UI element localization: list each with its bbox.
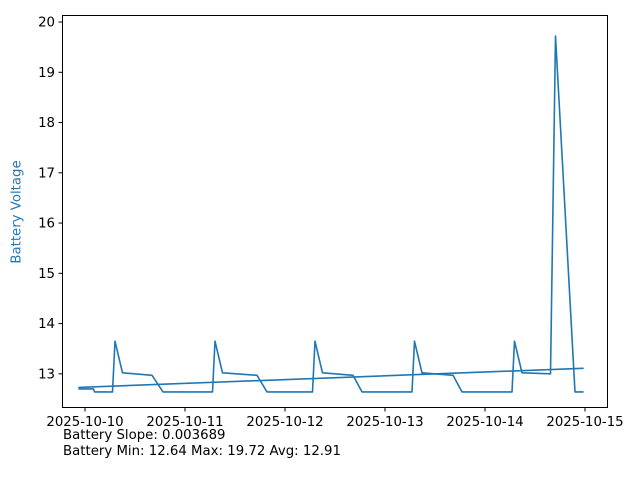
x-tick-label: 2025-10-13 <box>346 415 423 430</box>
x-tick-label: 2025-10-12 <box>246 415 323 430</box>
x-tick-label: 2025-10-10 <box>46 415 123 430</box>
y-tick-label: 13 <box>38 367 55 382</box>
battery-voltage-line <box>78 35 584 393</box>
stats-slope-text: Battery Slope: 0.003689 <box>63 428 226 443</box>
y-tick-label: 19 <box>38 66 55 81</box>
x-tick-label: 2025-10-14 <box>446 415 523 430</box>
trend-line <box>78 367 584 389</box>
y-tick-label: 16 <box>38 217 55 232</box>
stats-minmax-text: Battery Min: 12.64 Max: 19.72 Avg: 12.91 <box>63 444 341 459</box>
y-tick-label: 20 <box>38 16 55 31</box>
y-tick-label: 17 <box>38 166 55 181</box>
x-tick-label: 2025-10-15 <box>546 415 623 430</box>
y-tick-label: 14 <box>38 317 55 332</box>
plot-frame <box>62 15 608 408</box>
y-tick-label: 18 <box>38 116 55 131</box>
x-tick-label: 2025-10-11 <box>146 415 223 430</box>
y-tick-label: 15 <box>38 267 55 282</box>
y-axis-label: Battery Voltage <box>9 160 25 264</box>
